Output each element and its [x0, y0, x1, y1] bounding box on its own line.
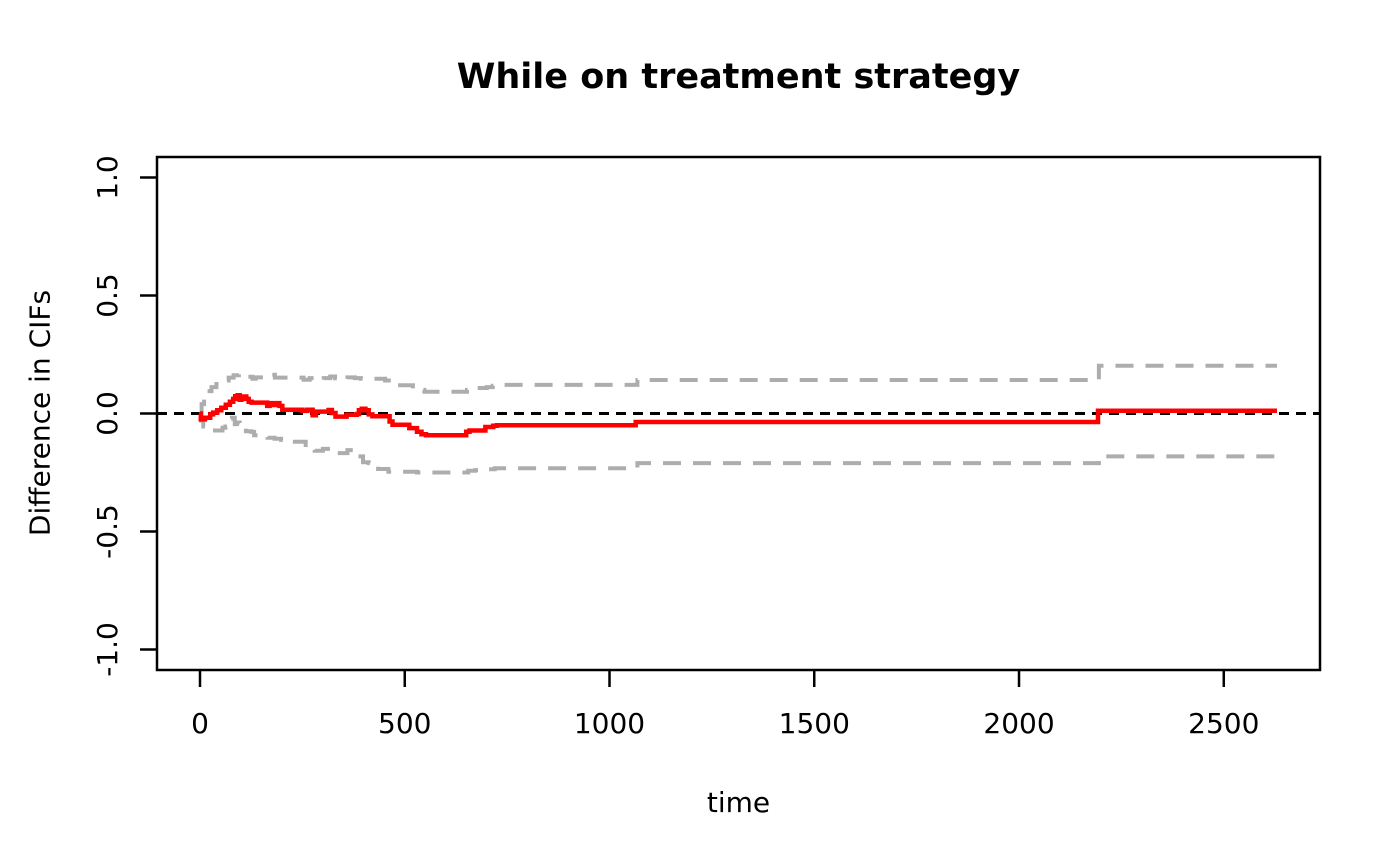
upper-confidence-bound-series: [199, 363, 1277, 416]
y-tick-label: 0.5: [91, 273, 124, 318]
x-tick-label: 2000: [983, 707, 1054, 740]
y-tick-label: 1.0: [91, 155, 124, 200]
x-tick-label: 1500: [779, 707, 850, 740]
chart-title: While on treatment strategy: [456, 57, 1021, 97]
difference-in-cifs-series: [198, 393, 1277, 438]
y-tick-label: -1.0: [91, 622, 124, 677]
x-axis-label: time: [706, 786, 771, 819]
y-tick-label: 0.0: [91, 391, 124, 436]
x-tick-label: 2500: [1188, 707, 1259, 740]
lower-confidence-bound-series: [199, 411, 1277, 475]
x-tick-label: 1000: [574, 707, 645, 740]
x-tick-label: 500: [378, 707, 431, 740]
y-tick-label: -0.5: [91, 504, 124, 559]
x-tick-label: 0: [191, 707, 209, 740]
